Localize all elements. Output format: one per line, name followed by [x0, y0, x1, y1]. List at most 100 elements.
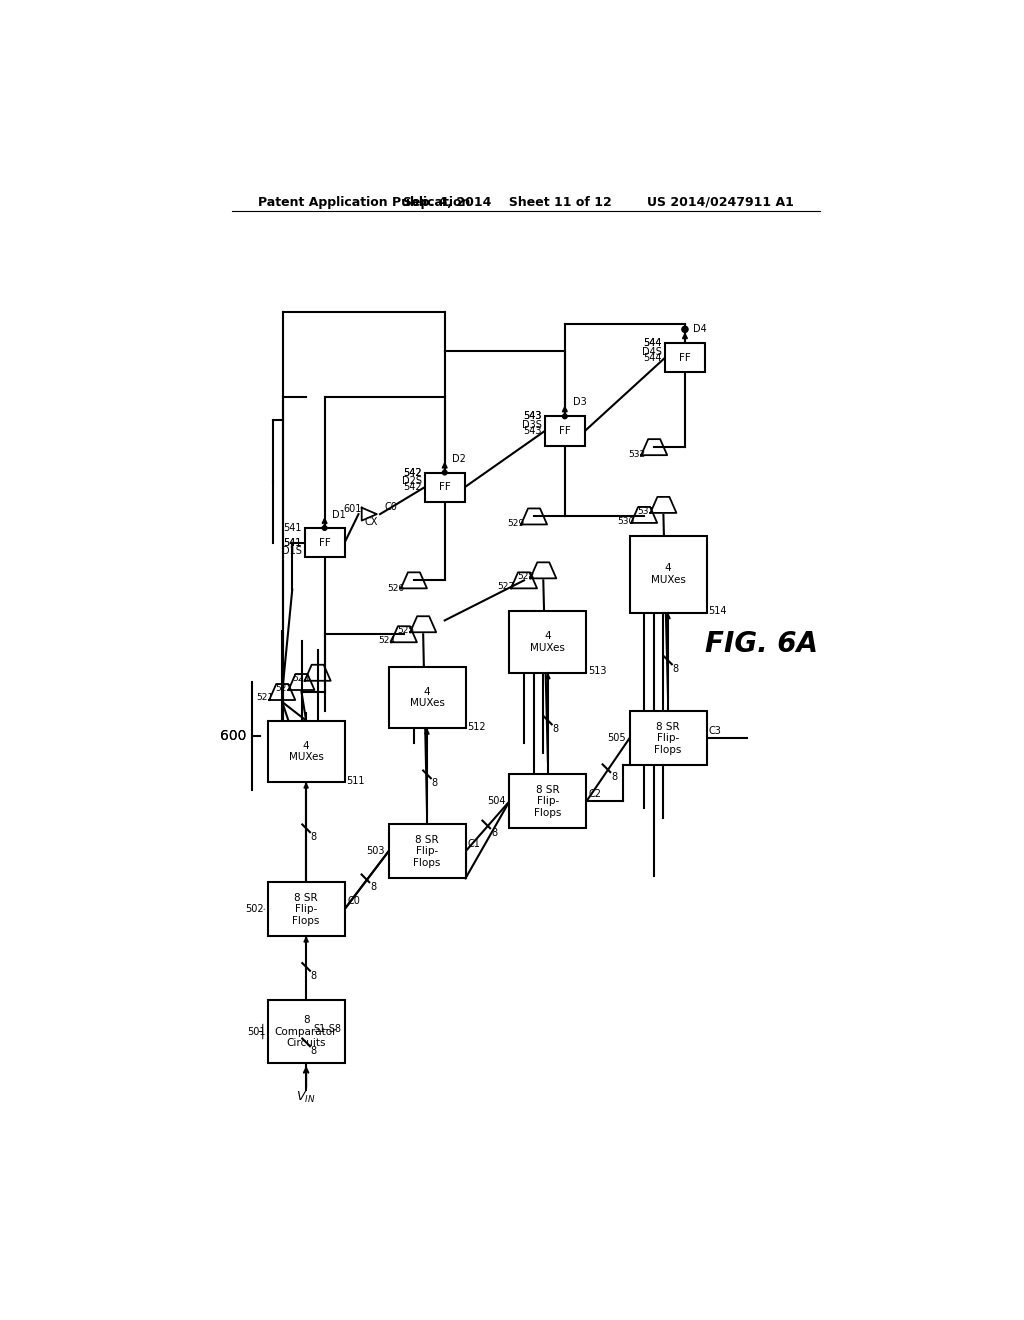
Bar	[545, 416, 585, 446]
Bar	[388, 825, 466, 878]
Text: 528: 528	[517, 572, 535, 581]
Text: 541: 541	[283, 523, 301, 533]
Text: 502: 502	[245, 904, 264, 915]
Text: C3: C3	[709, 726, 722, 735]
Text: 526: 526	[387, 583, 404, 593]
Text: 4
MUXes: 4 MUXes	[650, 564, 685, 585]
Bar	[630, 711, 707, 766]
Polygon shape	[631, 507, 657, 523]
Text: 542: 542	[403, 482, 422, 492]
Bar	[388, 667, 466, 729]
Text: D1S: D1S	[282, 546, 301, 556]
Text: D2: D2	[453, 454, 466, 463]
Text: C0: C0	[385, 502, 397, 512]
Text: 600: 600	[220, 729, 246, 743]
Text: 523: 523	[292, 675, 309, 684]
Bar	[665, 343, 705, 372]
Circle shape	[323, 525, 327, 531]
Text: 532: 532	[628, 450, 645, 458]
Text: 511: 511	[346, 776, 365, 785]
Text: Sep. 4, 2014    Sheet 11 of 12: Sep. 4, 2014 Sheet 11 of 12	[403, 195, 612, 209]
Polygon shape	[530, 562, 556, 578]
Text: 8: 8	[490, 829, 497, 838]
Text: 544: 544	[643, 338, 662, 348]
Text: D4: D4	[692, 325, 707, 334]
Text: 544: 544	[643, 338, 662, 348]
Polygon shape	[401, 573, 427, 589]
Bar	[425, 473, 465, 502]
Bar	[267, 721, 345, 781]
Polygon shape	[650, 496, 677, 513]
Text: 8: 8	[370, 882, 376, 892]
Text: 543: 543	[523, 412, 542, 421]
Text: D2S: D2S	[401, 477, 422, 486]
Bar	[630, 536, 707, 612]
Text: 521: 521	[257, 693, 273, 702]
Polygon shape	[521, 508, 547, 524]
Text: 600: 600	[220, 729, 246, 743]
Circle shape	[562, 414, 567, 418]
Text: 541: 541	[283, 537, 301, 548]
Text: CX: CX	[365, 517, 378, 527]
Text: 8 SR
Flip-
Flops: 8 SR Flip- Flops	[293, 892, 319, 925]
Bar	[509, 611, 587, 673]
Polygon shape	[411, 616, 436, 632]
Text: FF: FF	[439, 482, 451, 492]
Text: 503: 503	[367, 846, 385, 857]
Text: 8: 8	[310, 832, 316, 842]
Text: US 2014/0247911 A1: US 2014/0247911 A1	[647, 195, 795, 209]
Text: 4
MUXes: 4 MUXes	[289, 741, 324, 762]
Polygon shape	[269, 684, 295, 700]
Text: 4
MUXes: 4 MUXes	[530, 631, 565, 653]
Bar	[509, 775, 587, 829]
Text: FF: FF	[318, 537, 331, 548]
Text: FIG. 6A: FIG. 6A	[706, 630, 818, 657]
Text: 505: 505	[607, 733, 626, 743]
Text: 8: 8	[432, 779, 437, 788]
Text: 543: 543	[523, 412, 542, 421]
Polygon shape	[511, 573, 537, 589]
Text: 501: 501	[248, 1027, 266, 1036]
Text: 8 SR
Flip-
Flops: 8 SR Flip- Flops	[654, 722, 682, 755]
Circle shape	[682, 326, 688, 333]
Text: 4
MUXes: 4 MUXes	[410, 686, 444, 709]
Text: 543: 543	[523, 426, 542, 436]
Text: 8
Comparator
Circuits: 8 Comparator Circuits	[274, 1015, 337, 1048]
Bar	[267, 882, 345, 936]
Text: D4S: D4S	[642, 347, 662, 356]
Text: 524: 524	[379, 636, 395, 645]
Text: 525: 525	[397, 626, 415, 635]
Text: 601: 601	[343, 504, 361, 513]
Text: S1-S8: S1-S8	[313, 1023, 342, 1034]
Circle shape	[442, 470, 447, 475]
Text: 8: 8	[553, 725, 559, 734]
Text: 544: 544	[643, 352, 662, 363]
Text: C1: C1	[468, 838, 480, 849]
Text: 542: 542	[403, 467, 422, 478]
Text: C0: C0	[348, 896, 360, 907]
Text: 512: 512	[467, 722, 485, 731]
Text: Patent Application Publication: Patent Application Publication	[258, 195, 470, 209]
Polygon shape	[361, 508, 377, 520]
Text: 527: 527	[498, 582, 515, 591]
Text: 8: 8	[310, 1047, 316, 1056]
Text: 8 SR
Flip-
Flops: 8 SR Flip- Flops	[535, 785, 561, 818]
Text: 8: 8	[611, 772, 617, 781]
Text: 8: 8	[310, 970, 316, 981]
Text: D1: D1	[333, 510, 346, 520]
Text: 8: 8	[673, 664, 679, 675]
Polygon shape	[289, 675, 314, 690]
Text: 541: 541	[283, 537, 301, 548]
Text: D3: D3	[572, 397, 587, 408]
Text: ┤: ┤	[259, 1024, 266, 1039]
Text: 8 SR
Flip-
Flops: 8 SR Flip- Flops	[414, 834, 440, 869]
Text: 530: 530	[617, 517, 635, 527]
Text: FF: FF	[679, 352, 691, 363]
Text: 529: 529	[508, 519, 524, 528]
Text: 514: 514	[708, 606, 727, 616]
Text: 542: 542	[403, 467, 422, 478]
Polygon shape	[641, 440, 668, 455]
Text: $V_{IN}$: $V_{IN}$	[296, 1090, 315, 1105]
Text: 513: 513	[588, 667, 606, 676]
Text: 531: 531	[637, 507, 654, 516]
